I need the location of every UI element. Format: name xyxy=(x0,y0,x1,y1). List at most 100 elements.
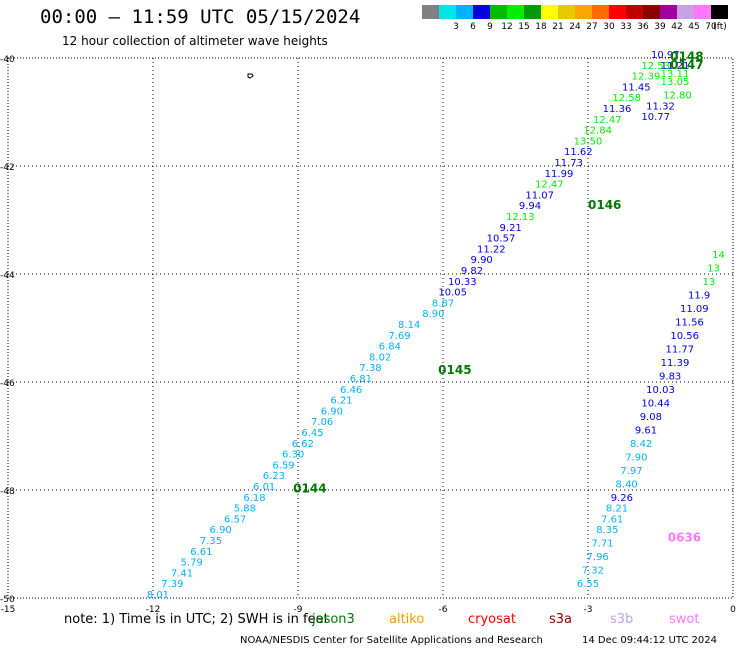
color-scale-label: 24 xyxy=(569,22,581,32)
wave-height-reading: 13.11 xyxy=(661,69,690,80)
wave-height-reading: 6.84 xyxy=(379,342,401,353)
island-outline xyxy=(247,73,254,79)
color-scale-label: 9 xyxy=(487,22,493,32)
wave-height-reading: 13 xyxy=(702,277,715,288)
color-scale-label: 42 xyxy=(671,22,683,32)
wave-height-reading: 10.05 xyxy=(438,288,467,299)
wave-height-reading: 8.35 xyxy=(596,525,618,536)
color-scale-label: 12 xyxy=(501,22,513,32)
chart-subtitle: 12 hour collection of altimeter wave hei… xyxy=(62,34,328,48)
color-swatch xyxy=(660,5,677,19)
x-tick-label: 0 xyxy=(730,605,736,615)
wave-height-reading: 9.90 xyxy=(471,255,493,266)
wave-height-reading: 7.41 xyxy=(171,568,193,579)
wave-height-reading: 6.90 xyxy=(321,406,343,417)
wave-height-reading: 9.61 xyxy=(635,425,657,436)
y-tick-label: -48 xyxy=(0,487,15,497)
legend-jason3: jason3 xyxy=(312,612,355,627)
x-tick-label: -6 xyxy=(439,605,448,615)
y-tick-label: -44 xyxy=(0,271,15,281)
wave-height-reading: 6.18 xyxy=(243,493,265,504)
wave-height-reading: 12.53 xyxy=(641,61,670,72)
wave-height-reading: 7.39 xyxy=(161,579,183,590)
wave-height-reading: 11.45 xyxy=(622,82,651,93)
color-swatch xyxy=(490,5,507,19)
wave-height-reading: 12.58 xyxy=(612,93,641,104)
color-scale-label: 36 xyxy=(637,22,649,32)
wave-height-reading: 7.97 xyxy=(620,466,642,477)
pass-time-label: 0636 xyxy=(668,530,701,544)
wave-height-reading: 5.79 xyxy=(181,558,203,569)
legend-altiko: altiko xyxy=(389,612,425,627)
color-swatch xyxy=(643,5,660,19)
wave-height-reading: 8.90 xyxy=(422,309,444,320)
wave-height-reading: 12.13 xyxy=(506,212,535,223)
wave-height-reading: 8.42 xyxy=(630,439,652,450)
y-tick-label: -46 xyxy=(0,379,15,389)
wave-height-reading: 9.21 xyxy=(500,223,522,234)
legend-swot: swot xyxy=(669,612,700,627)
wave-height-reading: 14 xyxy=(712,250,725,261)
credit-text: NOAA/NESDIS Center for Satellite Applica… xyxy=(240,635,543,646)
map-frame xyxy=(7,57,734,599)
color-swatch xyxy=(592,5,609,19)
wave-height-reading: 7.96 xyxy=(587,552,609,563)
unit-label: (ft) xyxy=(713,22,727,32)
x-tick-label: -15 xyxy=(1,605,16,615)
wave-height-reading: 7.32 xyxy=(582,566,604,577)
color-swatch xyxy=(541,5,558,19)
pass-time-label: 0144 xyxy=(293,482,326,496)
color-swatch xyxy=(575,5,592,19)
pass-time-label: 0147 xyxy=(670,58,703,72)
color-swatch xyxy=(473,5,490,19)
color-swatch xyxy=(711,5,728,19)
wave-height-reading: 10.44 xyxy=(641,398,670,409)
wave-height-reading: 8.02 xyxy=(369,352,391,363)
wave-height-reading: 6.81 xyxy=(350,374,372,385)
wave-height-reading: 9.82 xyxy=(461,266,483,277)
wave-height-reading: 12.39 xyxy=(632,72,661,83)
color-swatch xyxy=(422,5,439,19)
wave-height-reading: 6.57 xyxy=(224,514,246,525)
wave-height-reading: 6.90 xyxy=(210,525,232,536)
y-tick-label: -50 xyxy=(0,595,15,605)
x-tick-label: -9 xyxy=(294,605,303,615)
color-swatch xyxy=(694,5,711,19)
wave-height-reading: 5.88 xyxy=(234,504,256,515)
wave-height-reading: 11.9 xyxy=(688,290,710,301)
wave-height-reading: 6.30 xyxy=(282,450,304,461)
wave-height-reading: 8.40 xyxy=(616,479,638,490)
wave-height-reading: 11.39 xyxy=(661,358,690,369)
wave-height-reading: 8.14 xyxy=(398,320,420,331)
wave-height-reading: 9.26 xyxy=(611,493,633,504)
y-tick-label: -40 xyxy=(0,55,15,65)
wave-height-reading: 13.05 xyxy=(661,77,690,88)
wave-height-reading: 8.21 xyxy=(606,504,628,515)
wave-height-reading: 7.90 xyxy=(625,452,647,463)
wave-height-reading: 12.47 xyxy=(593,115,622,126)
wave-height-reading: 11.77 xyxy=(666,344,695,355)
wave-height-reading: 10.77 xyxy=(641,112,670,123)
wave-height-reading: 7.06 xyxy=(311,417,333,428)
wave-height-reading: 11.99 xyxy=(545,169,574,180)
wave-height-reading: 6.46 xyxy=(340,385,362,396)
wave-height-reading: 7.61 xyxy=(601,514,623,525)
wave-height-reading: 11.22 xyxy=(477,244,506,255)
wave-height-reading: 11.73 xyxy=(554,158,583,169)
wave-height-reading: 10.57 xyxy=(487,234,516,245)
wave-height-reading: 8.01 xyxy=(147,590,169,601)
wave-height-reading: 7.69 xyxy=(388,331,410,342)
wave-height-reading: 6.55 xyxy=(577,579,599,590)
color-scale-label: 15 xyxy=(518,22,530,32)
wave-height-reading: 10.33 xyxy=(448,277,477,288)
wave-height-reading: 13.50 xyxy=(574,136,603,147)
color-swatch xyxy=(524,5,541,19)
wave-height-reading: 12.47 xyxy=(535,180,564,191)
color-swatch xyxy=(439,5,456,19)
wave-height-reading: 11.36 xyxy=(603,104,632,115)
wave-height-reading: 9.08 xyxy=(640,412,662,423)
wave-height-reading: 6.21 xyxy=(330,396,352,407)
wave-height-reading: 6.23 xyxy=(263,471,285,482)
color-swatch xyxy=(677,5,694,19)
